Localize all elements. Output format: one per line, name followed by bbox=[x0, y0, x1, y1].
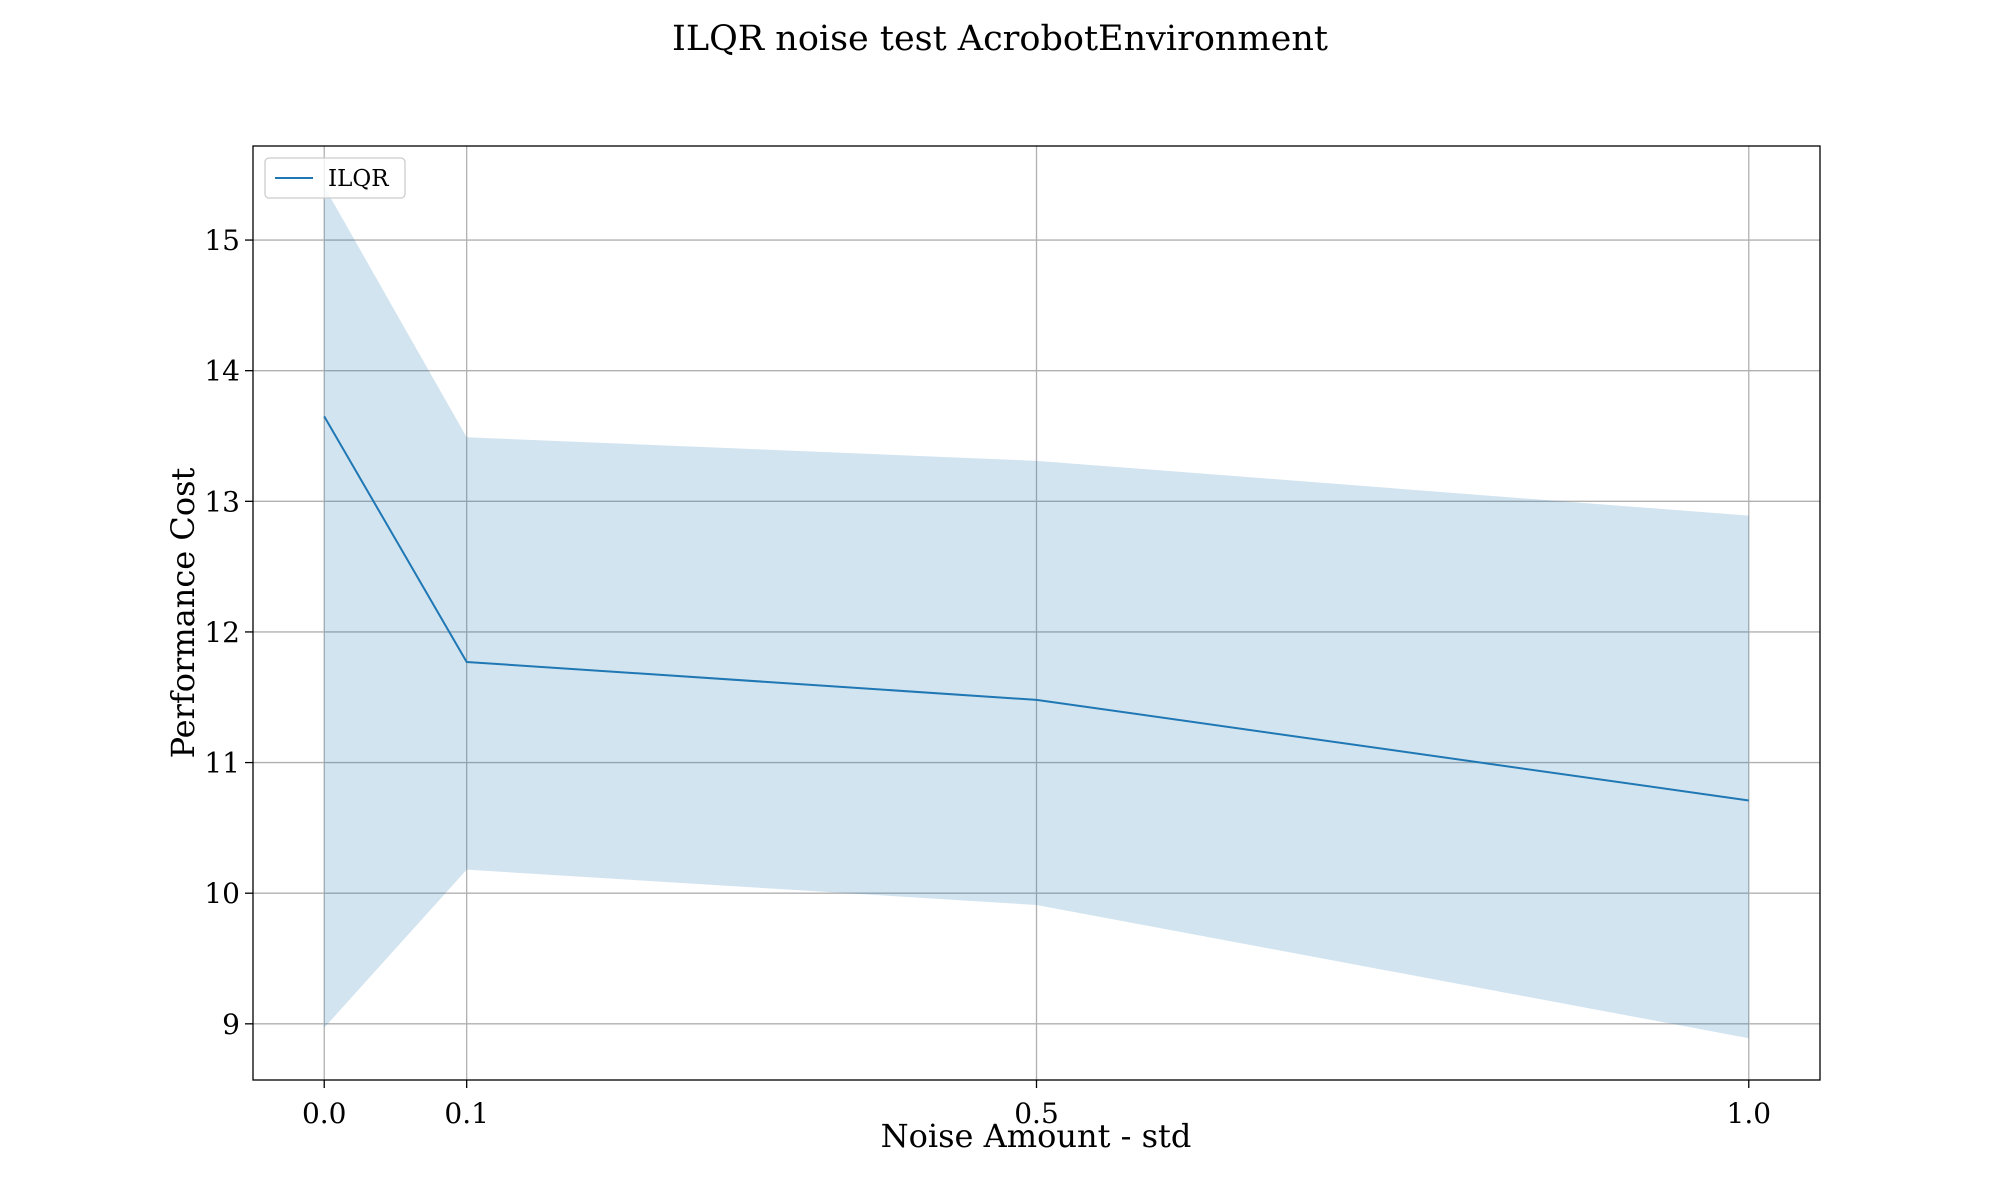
axis-ticks: 0.0 0.1 0.5 1.0 9 10 11 12 13 14 15 bbox=[204, 224, 1771, 1130]
y-tick-label: 15 bbox=[204, 224, 240, 257]
x-tick-label: 0.1 bbox=[444, 1097, 489, 1130]
series-line bbox=[323, 415, 1749, 802]
x-tick-label: 1.0 bbox=[1727, 1097, 1772, 1130]
legend: ILQR bbox=[264, 157, 406, 199]
y-tick-label: 9 bbox=[222, 1008, 240, 1041]
y-tick-label: 12 bbox=[204, 616, 240, 649]
chart-title: ILQR noise test AcrobotEnvironment bbox=[672, 19, 1328, 59]
legend-frame bbox=[264, 157, 406, 199]
grid bbox=[253, 146, 1820, 1080]
x-tick-label: 0.0 bbox=[302, 1097, 347, 1130]
legend-label: ILQR bbox=[328, 166, 389, 192]
y-tick-label: 10 bbox=[204, 877, 240, 910]
series-lines bbox=[323, 415, 1749, 802]
y-tick-label: 11 bbox=[204, 747, 240, 780]
y-axis-label: Performance Cost bbox=[164, 467, 202, 758]
y-tick-label: 14 bbox=[204, 355, 240, 388]
confidence-band bbox=[324, 186, 1749, 1039]
confidence-bands bbox=[324, 186, 1749, 1039]
y-tick-label: 13 bbox=[204, 485, 240, 518]
x-tick-label: 0.5 bbox=[1014, 1097, 1059, 1130]
x-axis-label: Noise Amount - std bbox=[881, 1117, 1192, 1155]
